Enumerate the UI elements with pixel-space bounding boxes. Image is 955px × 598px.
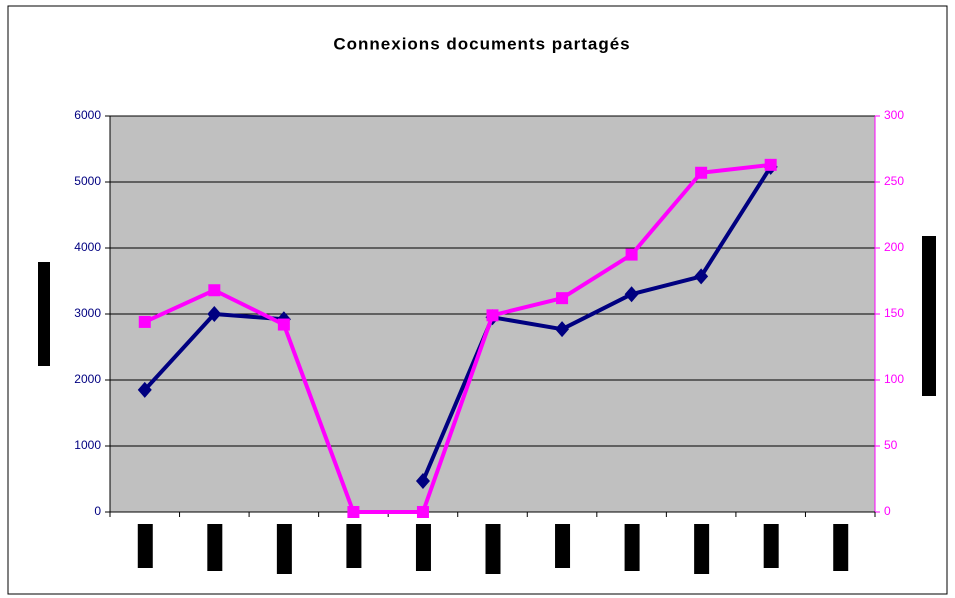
marker [625,248,638,261]
y-tick-label: 6000 [74,108,101,122]
x-label-box [833,524,849,571]
marker [486,309,499,322]
marker [208,284,221,297]
x-label-box [555,524,571,568]
marker [764,158,777,171]
y-tick-label: 3000 [74,306,101,320]
y2-tick-label: 300 [884,108,904,122]
chart-title: Connexions documents partagés [333,34,630,53]
y2-tick-label: 0 [884,504,891,518]
marker [207,306,222,322]
marker [277,318,290,331]
x-label-box [624,524,640,571]
y-tick-label: 4000 [74,240,101,254]
y-tick-label: 5000 [74,174,101,188]
y-tick-label: 1000 [74,438,101,452]
marker [555,321,570,338]
y2-tick-label: 200 [884,240,904,254]
x-label-box [346,524,362,568]
y2-tick-label: 100 [884,372,904,386]
x-label-box [207,524,223,571]
marker [138,315,151,328]
x-label-box [763,524,779,568]
marker [416,506,429,518]
x-label-box [694,524,710,574]
marker [415,472,430,489]
series-line [143,162,771,514]
y2-axis-title-box [922,236,936,396]
x-label-box [137,524,153,568]
marker [347,506,360,518]
y2-tick-label: 250 [884,174,904,188]
y-tick-label: 0 [94,504,101,518]
x-label-box [485,524,501,574]
y2-tick-label: 150 [884,306,904,320]
y-tick-label: 2000 [74,372,101,386]
marker [694,268,709,285]
marker [695,166,708,179]
x-label-box [415,524,431,571]
marker [624,286,639,303]
marker [556,292,569,305]
marker [137,381,152,398]
y2-tick-label: 50 [884,438,898,452]
y-axis-title-box [38,262,50,366]
x-label-box [276,524,292,574]
